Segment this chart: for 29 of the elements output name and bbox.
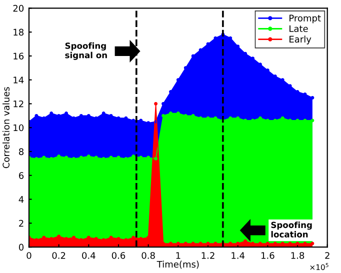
- x-tick-label: 0.2: [52, 252, 66, 259]
- annotation: Spoofing signal on: [65, 42, 107, 60]
- x-tick-label: 0.8: [142, 252, 155, 259]
- legend-label: Late: [290, 25, 308, 32]
- y-tick-label: 12: [14, 100, 24, 108]
- x-tick-label: 0: [26, 252, 32, 259]
- x-tick-label: 1.2: [202, 252, 214, 259]
- y-tick-label: 20: [13, 4, 24, 12]
- y-axis-title: Correlation values: [2, 87, 10, 168]
- y-tick-label: 6: [19, 172, 24, 179]
- y-tick-label: 18: [14, 28, 24, 36]
- y-tick-label: 4: [18, 196, 24, 203]
- x-tick-label: 0.6: [112, 252, 126, 259]
- x-tick-label: 1.8: [291, 252, 304, 259]
- y-tick-label: 2: [19, 220, 24, 227]
- y-tick-label: 0: [18, 244, 24, 251]
- y-tick-label: 16: [14, 52, 24, 60]
- x-tick-label: 2: [325, 252, 330, 259]
- legend-label: Prompt: [290, 14, 321, 24]
- x-tick-label: 1: [176, 252, 180, 259]
- y-tick-label: 10: [14, 124, 24, 132]
- annotation: Spoofing location: [271, 222, 312, 238]
- y-tick-label: 14: [14, 76, 24, 84]
- x-tick-label: 1.6: [262, 252, 274, 259]
- x-tick-label: 0.4: [82, 252, 96, 259]
- x-tick-label: 1.4: [232, 252, 245, 259]
- x-axis-title: Time(ms): [156, 260, 199, 269]
- legend-label: Early: [290, 36, 312, 44]
- y-tick-label: 8: [18, 148, 24, 156]
